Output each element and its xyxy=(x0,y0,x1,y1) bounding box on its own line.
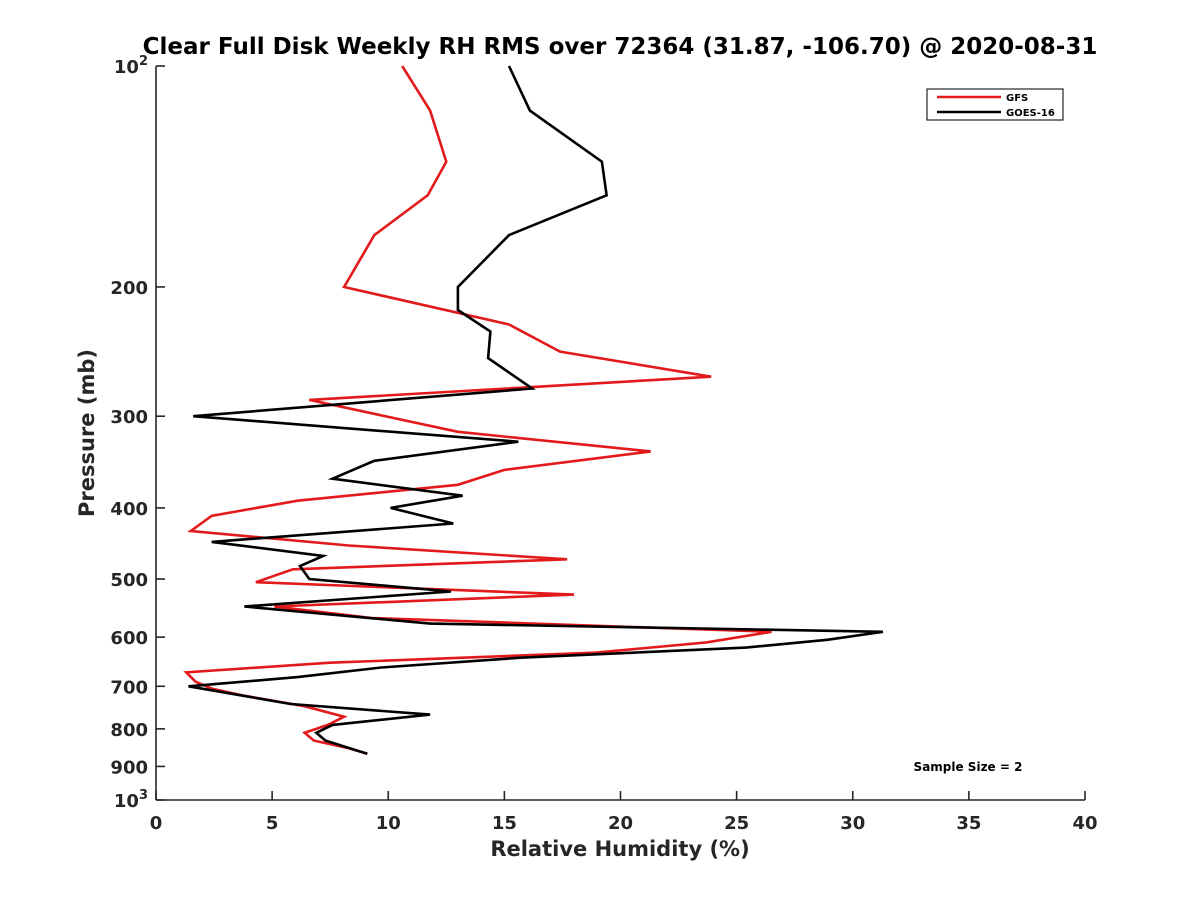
y-tick-label: 500 xyxy=(110,570,148,591)
legend-label: GFS xyxy=(1006,93,1028,104)
y-tick-label: 900 xyxy=(110,757,148,778)
x-tick-label: 20 xyxy=(608,813,633,834)
y-axis-label: Pressure (mb) xyxy=(75,349,99,517)
y-tick-label: 800 xyxy=(110,720,148,741)
series-goes-16 xyxy=(188,65,884,756)
plot-area: 0 5 10 15 20 25 30 35 40 10220030040050060070080… xyxy=(110,54,1097,834)
y-tick-exponent: 3 xyxy=(139,788,148,803)
series-line xyxy=(188,65,884,756)
x-axis-label: Relative Humidity (%) xyxy=(490,837,749,861)
x-tick-label: 35 xyxy=(956,813,981,834)
y-tick-base: 10 xyxy=(114,57,139,78)
x-tick-label: 15 xyxy=(492,813,517,834)
y-tick-label: 700 xyxy=(110,677,148,698)
legend-label: GOES-16 xyxy=(1006,108,1055,119)
y-tick-base: 10 xyxy=(114,791,139,812)
chart-title: Clear Full Disk Weekly RH RMS over 72364… xyxy=(143,34,1098,60)
y-tick-label: 600 xyxy=(110,628,148,649)
sample-size-annotation: Sample Size = 2 xyxy=(914,760,1023,774)
y-tick-exponent: 2 xyxy=(139,54,148,69)
y-tick-label: 200 xyxy=(110,278,148,299)
x-tick-label: 30 xyxy=(840,813,865,834)
legend-box xyxy=(926,88,1064,121)
y-tick-label-power: 102 xyxy=(114,54,148,78)
y-tick-label: 300 xyxy=(110,407,148,428)
x-tick-label: 10 xyxy=(376,813,401,834)
x-tick-label: 25 xyxy=(724,813,749,834)
y-tick-label-power: 103 xyxy=(114,788,148,812)
x-tick-label: 0 xyxy=(150,813,163,834)
series-lines xyxy=(183,65,884,756)
x-axis-ticks: 0 5 10 15 20 25 30 35 40 xyxy=(150,791,1098,834)
legend: GFS GOES-16 xyxy=(926,88,1064,121)
x-tick-label: 5 xyxy=(266,813,279,834)
y-tick-label: 400 xyxy=(110,499,148,520)
x-tick-label: 40 xyxy=(1072,813,1097,834)
